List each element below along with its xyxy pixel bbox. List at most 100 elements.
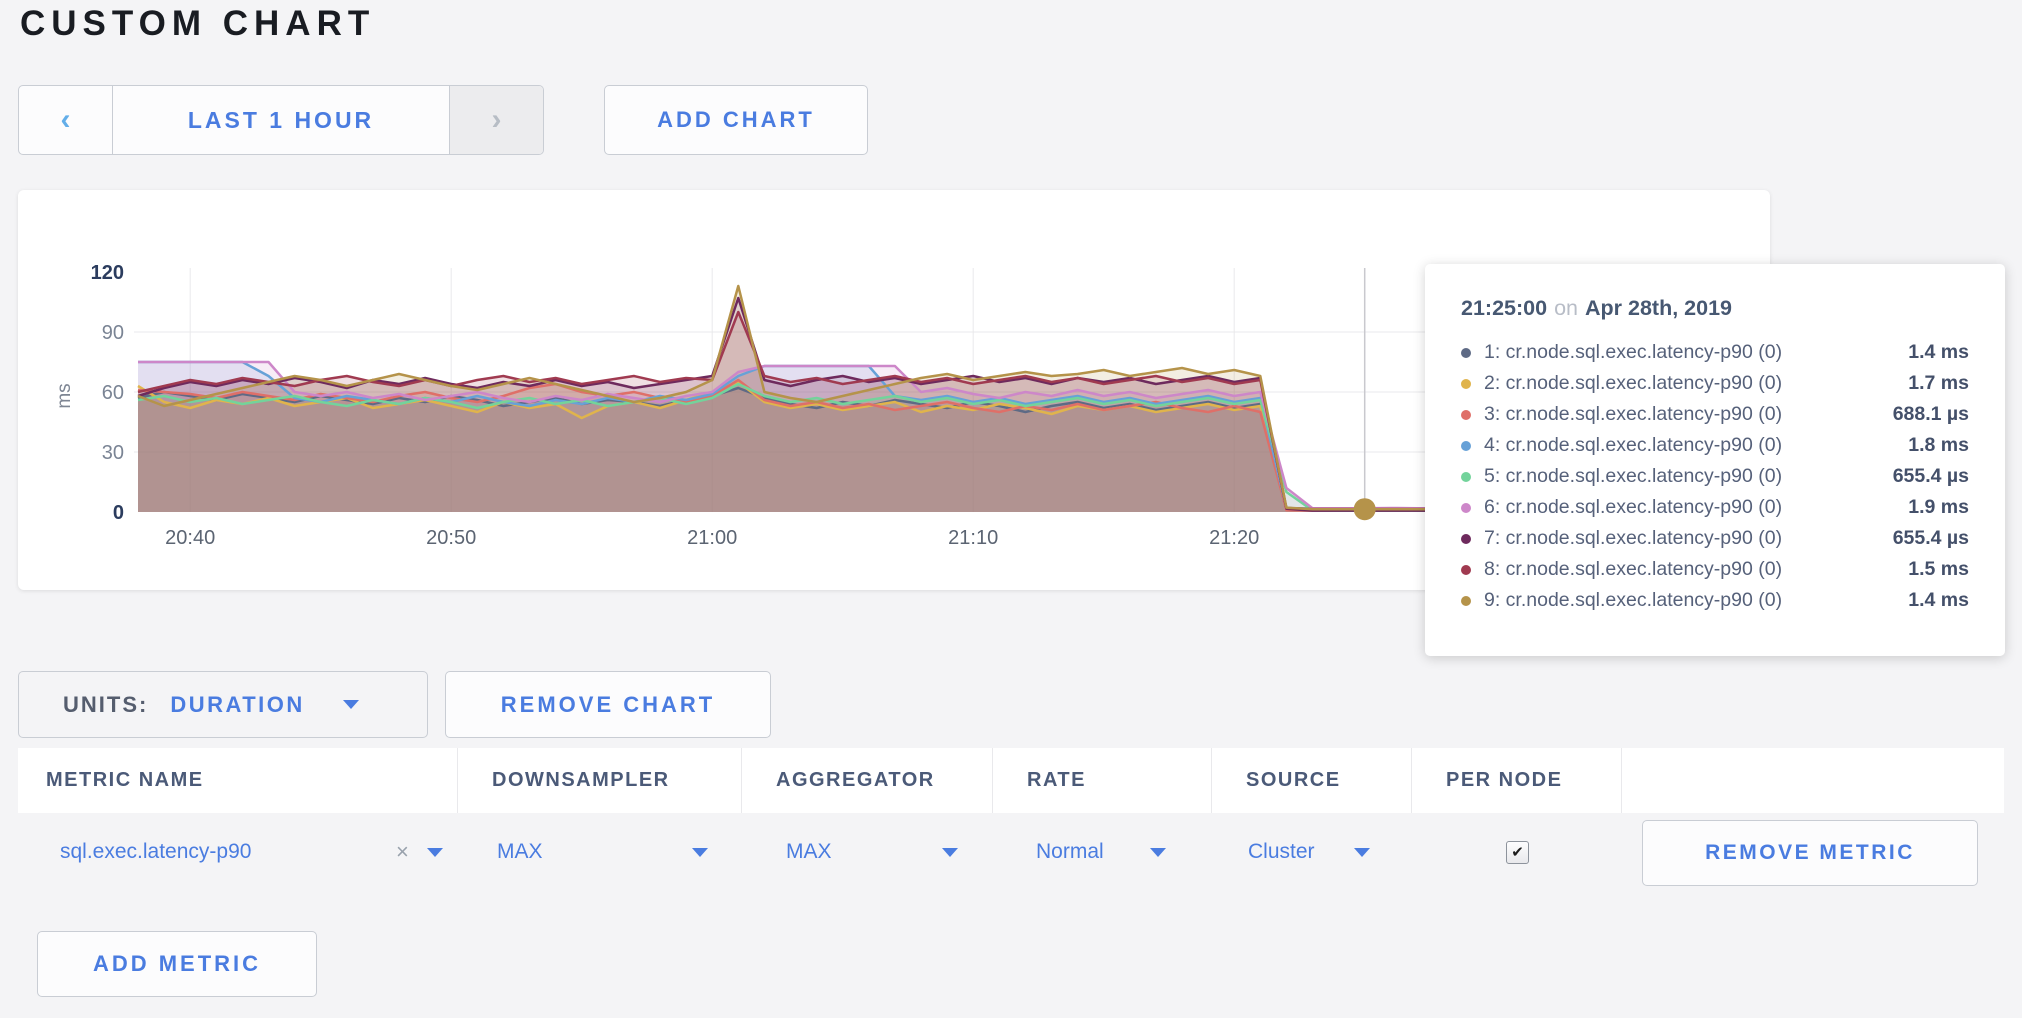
tooltip-series-row: 4: cr.node.sql.exec.latency-p90 (0) 1.8 m… xyxy=(1461,430,1969,461)
y-axis-tick-label: 60 xyxy=(102,382,124,404)
metric-name-chevron-down-icon[interactable] xyxy=(427,848,443,857)
series-area-2 xyxy=(138,382,1496,512)
table-header-cell: RATE xyxy=(993,748,1212,813)
tooltip-series-value: 655.4 µs xyxy=(1892,527,1969,549)
tooltip-series-value: 1.9 ms xyxy=(1908,496,1969,518)
chevron-left-icon: ‹ xyxy=(60,103,71,136)
series-color-dot-icon xyxy=(1461,347,1471,358)
tooltip-series-label: 3: cr.node.sql.exec.latency-p90 (0) xyxy=(1484,403,1783,425)
tooltip-series-label: 9: cr.node.sql.exec.latency-p90 (0) xyxy=(1484,589,1783,611)
rate-chevron-down-icon[interactable] xyxy=(1150,848,1166,857)
series-color-dot-icon xyxy=(1461,471,1471,482)
tooltip-time: 21:25:00 xyxy=(1461,296,1548,320)
table-header-cell: METRIC NAME xyxy=(18,748,458,813)
y-axis-tick-label: 30 xyxy=(102,442,124,464)
tooltip-series-value: 655.4 µs xyxy=(1892,465,1969,487)
y-axis-tick-label: 0 xyxy=(113,502,124,524)
add-metric-button[interactable]: ADD METRIC xyxy=(37,931,317,997)
table-header-cell xyxy=(1622,748,2004,813)
series-area-9 xyxy=(138,286,1496,512)
units-label: UNITS: xyxy=(63,691,149,717)
time-range-selector: ‹ LAST 1 HOUR › xyxy=(18,85,544,155)
series-area-5 xyxy=(138,384,1496,512)
time-range-prev-button[interactable]: ‹ xyxy=(19,86,113,154)
tooltip-on-word: on xyxy=(1554,296,1578,320)
table-header-cell: AGGREGATOR xyxy=(742,748,993,813)
series-line-9 xyxy=(137,284,1496,511)
tooltip-series-value: 1.8 ms xyxy=(1908,434,1969,456)
series-color-dot-icon xyxy=(1461,378,1471,389)
tooltip-title: 21:25:00 on Apr 28th, 2019 xyxy=(1461,296,1969,321)
tooltip-series-label: 8: cr.node.sql.exec.latency-p90 (0) xyxy=(1484,558,1783,580)
metric-row: sql.exec.latency-p90 × MAX MAX Normal Cl… xyxy=(0,813,2022,891)
series-color-dot-icon xyxy=(1461,595,1471,606)
time-range-button[interactable]: LAST 1 HOUR xyxy=(113,86,449,154)
tooltip-series-row: 3: cr.node.sql.exec.latency-p90 (0) 688.1… xyxy=(1461,399,1969,430)
x-axis-tick-label: 21:00 xyxy=(687,527,737,549)
tooltip-series-value: 688.1 µs xyxy=(1892,403,1969,425)
tooltip-series-label: 1: cr.node.sql.exec.latency-p90 (0) xyxy=(1484,341,1783,363)
hover-point-dot xyxy=(1353,498,1376,521)
remove-metric-button[interactable]: REMOVE METRIC xyxy=(1642,820,1978,886)
page-title: CUSTOM CHART xyxy=(20,4,376,43)
aggregator-chevron-down-icon[interactable] xyxy=(942,848,958,857)
time-range-next-button[interactable]: › xyxy=(449,86,543,154)
source-chevron-down-icon[interactable] xyxy=(1354,848,1370,857)
tooltip-series-label: 5: cr.node.sql.exec.latency-p90 (0) xyxy=(1484,465,1783,487)
series-color-dot-icon xyxy=(1461,409,1471,420)
chart-tooltip: 21:25:00 on Apr 28th, 2019 1: cr.node.sql.… xyxy=(1425,264,2005,656)
downsampler-select[interactable]: MAX xyxy=(497,840,543,863)
series-area-1 xyxy=(138,388,1496,512)
series-area-8 xyxy=(138,312,1496,512)
tooltip-series-row: 9: cr.node.sql.exec.latency-p90 (0) 1.4 m… xyxy=(1461,585,1969,616)
tooltip-series-row: 5: cr.node.sql.exec.latency-p90 (0) 655.4… xyxy=(1461,461,1969,492)
tooltip-series-value: 1.7 ms xyxy=(1908,372,1969,394)
tooltip-series-value: 1.4 ms xyxy=(1908,341,1969,363)
tooltip-series-label: 7: cr.node.sql.exec.latency-p90 (0) xyxy=(1484,527,1783,549)
tooltip-series-row: 7: cr.node.sql.exec.latency-p90 (0) 655.4… xyxy=(1461,523,1969,554)
series-line-5 xyxy=(137,382,1496,512)
chevron-right-icon: › xyxy=(491,103,502,136)
units-dropdown[interactable]: UNITS: DURATION xyxy=(18,671,428,738)
chart-card: 0 30 60 90 120 20:40 20:50 21:00 21:10 21:20 ms xyxy=(18,190,1770,590)
rate-select[interactable]: Normal xyxy=(1036,840,1104,863)
y-axis-tick-label: 90 xyxy=(102,322,124,344)
x-axis-tick-label: 21:10 xyxy=(948,527,998,549)
table-header-cell: DOWNSAMPLER xyxy=(458,748,742,813)
tooltip-series-label: 4: cr.node.sql.exec.latency-p90 (0) xyxy=(1484,434,1783,456)
tooltip-series-list: 1: cr.node.sql.exec.latency-p90 (0) 1.4 m… xyxy=(1461,337,1969,616)
series-color-dot-icon xyxy=(1461,564,1471,575)
tooltip-date: Apr 28th, 2019 xyxy=(1585,296,1732,320)
tooltip-series-row: 8: cr.node.sql.exec.latency-p90 (0) 1.5 m… xyxy=(1461,554,1969,585)
tooltip-series-value: 1.4 ms xyxy=(1908,589,1969,611)
series-color-dot-icon xyxy=(1461,502,1471,513)
add-chart-button[interactable]: ADD CHART xyxy=(604,85,868,155)
tooltip-series-label: 6: cr.node.sql.exec.latency-p90 (0) xyxy=(1484,496,1783,518)
y-axis-unit-label: ms xyxy=(54,383,75,408)
metrics-table-header: METRIC NAME DOWNSAMPLER AGGREGATOR RATE SOUR… xyxy=(18,748,2004,813)
tooltip-series-row: 6: cr.node.sql.exec.latency-p90 (0) 1.9 m… xyxy=(1461,492,1969,523)
source-select[interactable]: Cluster xyxy=(1248,840,1315,863)
chevron-down-icon xyxy=(342,700,359,709)
tooltip-series-value: 1.5 ms xyxy=(1908,558,1969,580)
remove-chart-button[interactable]: REMOVE CHART xyxy=(445,671,771,738)
units-value: DURATION xyxy=(170,691,305,717)
tooltip-series-label: 2: cr.node.sql.exec.latency-p90 (0) xyxy=(1484,372,1783,394)
x-axis-tick-label: 20:40 xyxy=(165,527,215,549)
series-color-dot-icon xyxy=(1461,440,1471,451)
downsampler-chevron-down-icon[interactable] xyxy=(692,848,708,857)
x-axis-tick-label: 21:20 xyxy=(1209,527,1259,549)
tooltip-series-row: 1: cr.node.sql.exec.latency-p90 (0) 1.4 m… xyxy=(1461,337,1969,368)
aggregator-select[interactable]: MAX xyxy=(786,840,832,863)
clear-metric-icon[interactable]: × xyxy=(396,839,409,864)
table-header-cell: PER NODE xyxy=(1412,748,1622,813)
x-axis-tick-label: 20:50 xyxy=(426,527,476,549)
table-header-cell: SOURCE xyxy=(1212,748,1412,813)
per-node-checkbox[interactable]: ✔ xyxy=(1506,841,1529,864)
y-axis-tick-label: 120 xyxy=(91,262,124,284)
latency-chart[interactable]: 0 30 60 90 120 20:40 20:50 21:00 21:10 21:20 ms xyxy=(18,190,1770,590)
tooltip-series-row: 2: cr.node.sql.exec.latency-p90 (0) 1.7 m… xyxy=(1461,368,1969,399)
metric-name-select[interactable]: sql.exec.latency-p90 xyxy=(60,840,252,863)
series-color-dot-icon xyxy=(1461,533,1471,544)
